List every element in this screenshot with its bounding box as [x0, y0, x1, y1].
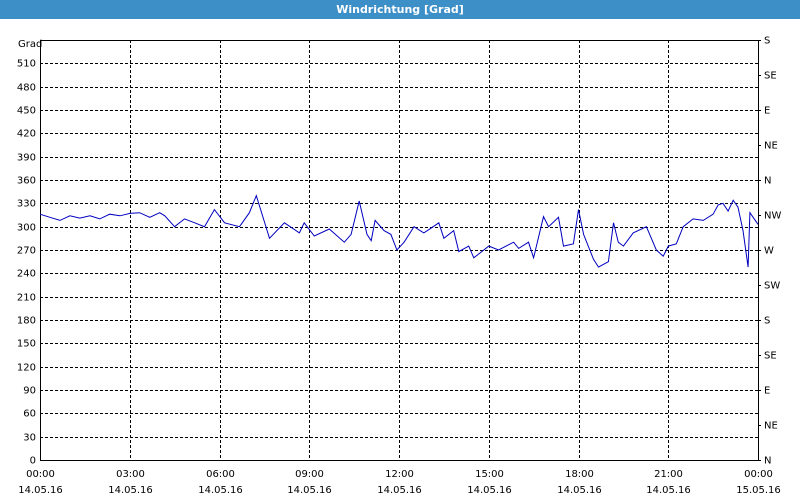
x-tick-date: 15.05.16 [736, 485, 781, 496]
y-tick-label: 90 [23, 386, 36, 397]
x-tick-date: 14.05.16 [646, 485, 691, 496]
plot-border [40, 40, 759, 461]
y-tick-label: 270 [17, 246, 36, 257]
y-tick-label: 180 [17, 316, 36, 327]
x-tick-date: 14.05.16 [557, 485, 602, 496]
x-tick-label: 09:00 [295, 469, 324, 480]
data-line [39, 194, 759, 268]
title-bar: Windrichtung [Grad] [0, 0, 800, 19]
y-tick-label: 300 [17, 223, 36, 234]
x-tick-label: 12:00 [385, 469, 414, 480]
y2-tick-label: SE [764, 351, 777, 362]
y-tick-label: 120 [17, 363, 36, 374]
x-tick-label: 15:00 [475, 469, 504, 480]
y2-tick-label: E [764, 106, 770, 117]
x-tick-date: 14.05.16 [198, 485, 243, 496]
y-tick-label: 510 [17, 59, 36, 70]
x-tick-label: 21:00 [654, 469, 683, 480]
y2-tick-label: N [764, 176, 771, 187]
x-tick-date: 14.05.16 [377, 485, 422, 496]
y-tick-label: 60 [23, 409, 36, 420]
x-tick-date: 14.05.16 [467, 485, 512, 496]
y-tick-label: 210 [17, 293, 36, 304]
y-tick-label: 450 [17, 106, 36, 117]
x-tick-date: 14.05.16 [287, 485, 332, 496]
x-tick-label: 00:00 [744, 469, 773, 480]
y-tick-label: 360 [17, 176, 36, 187]
x-tick-date: 14.05.16 [18, 485, 63, 496]
y2-tick-label: NE [764, 421, 778, 432]
y2-tick-label: S [764, 36, 770, 47]
y-tick-label: 0 [30, 456, 36, 467]
y2-tick-label: NW [764, 211, 781, 222]
y2-tick-label: E [764, 386, 770, 397]
y-axis-label: Grad [18, 39, 42, 50]
y2-tick-label: NE [764, 141, 778, 152]
x-tick-label: 06:00 [206, 469, 235, 480]
y2-tick-label: S [764, 316, 770, 327]
y-tick-label: 420 [17, 129, 36, 140]
y2-tick-label: N [764, 456, 771, 467]
y-tick-label: 480 [17, 83, 36, 94]
y-tick-label: 240 [17, 269, 36, 280]
x-tick-label: 00:00 [26, 469, 55, 480]
x-tick-label: 18:00 [565, 469, 594, 480]
x-tick-date: 14.05.16 [108, 485, 153, 496]
y-tick-label: 390 [17, 153, 36, 164]
y2-tick-label: SE [764, 71, 777, 82]
x-tick-label: 03:00 [116, 469, 145, 480]
y2-tick-label: SW [764, 281, 780, 292]
y2-tick-label: W [764, 246, 774, 257]
y-tick-label: 150 [17, 339, 36, 350]
y-tick-label: 330 [17, 199, 36, 210]
y-tick-label: 30 [23, 433, 36, 444]
